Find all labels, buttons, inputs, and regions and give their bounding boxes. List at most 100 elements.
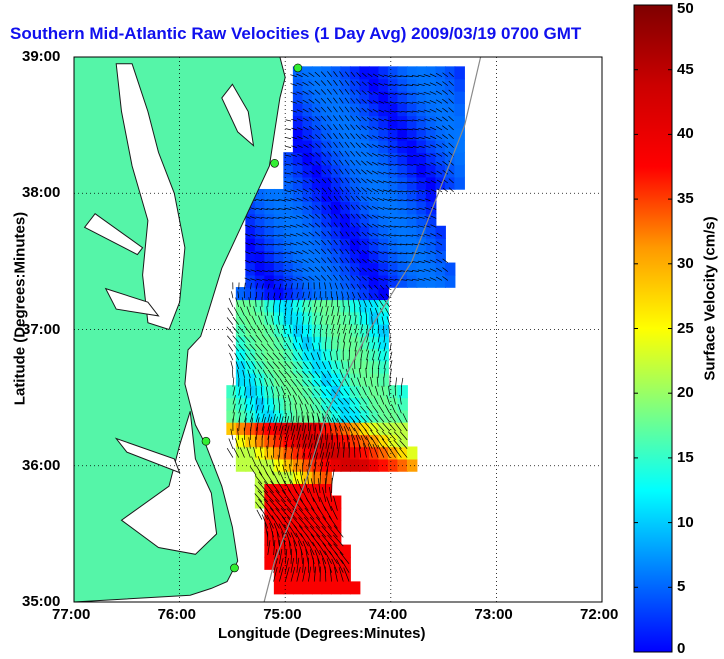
velocity-cell <box>273 213 285 227</box>
velocity-vector <box>316 352 321 361</box>
velocity-vector <box>284 154 292 157</box>
velocity-vector <box>274 377 280 387</box>
velocity-vector <box>263 490 274 503</box>
velocity-vector <box>345 195 350 201</box>
velocity-vector <box>361 222 367 228</box>
velocity-vector <box>388 181 396 184</box>
velocity-vector <box>366 350 369 361</box>
velocity-vector <box>284 434 289 449</box>
velocity-vector <box>261 334 269 343</box>
velocity-vector <box>377 359 381 370</box>
velocity-vector <box>244 404 248 414</box>
velocity-cell <box>273 348 285 362</box>
velocity-cell <box>416 201 427 215</box>
velocity-vector <box>296 379 303 387</box>
velocity-vector <box>344 275 350 281</box>
velocity-vector <box>356 249 361 255</box>
velocity-vector <box>302 197 309 202</box>
velocity-vector <box>430 162 437 166</box>
velocity-vector <box>273 279 280 281</box>
velocity-vector <box>322 416 327 432</box>
velocity-vector <box>279 425 284 440</box>
velocity-cell <box>444 274 456 288</box>
velocity-cell <box>235 434 247 448</box>
velocity-vector <box>284 370 292 379</box>
velocity-vector <box>286 508 298 520</box>
velocity-cell <box>292 274 304 288</box>
velocity-vector <box>283 479 292 494</box>
velocity-vector <box>238 412 242 423</box>
velocity-vector <box>330 291 333 299</box>
velocity-vector <box>395 101 402 104</box>
velocity-cell <box>368 238 380 252</box>
velocity-vector <box>382 422 391 432</box>
velocity-vector <box>255 198 263 202</box>
velocity-vector <box>423 242 431 246</box>
velocity-vector <box>296 307 299 316</box>
velocity-vector <box>338 132 344 139</box>
velocity-vector <box>325 442 330 458</box>
velocity-cell <box>245 225 256 239</box>
velocity-cell <box>340 66 351 80</box>
velocity-cell <box>311 544 323 558</box>
velocity-vector <box>313 379 321 387</box>
velocity-vector <box>393 439 402 449</box>
velocity-vector <box>355 434 362 449</box>
velocity-vector <box>334 425 338 440</box>
velocity-vector <box>257 315 263 325</box>
velocity-cell <box>349 250 361 264</box>
velocity-vector <box>400 225 408 228</box>
velocity-vector <box>348 323 352 334</box>
velocity-vector <box>356 72 361 77</box>
velocity-vector <box>360 405 367 414</box>
velocity-vector <box>342 297 344 308</box>
velocity-vector <box>261 514 269 529</box>
velocity-cell <box>283 176 294 190</box>
velocity-vector <box>232 377 235 387</box>
velocity-cell <box>425 78 437 92</box>
velocity-vector <box>400 199 408 202</box>
velocity-vector <box>361 72 367 78</box>
velocity-vector <box>350 124 356 131</box>
velocity-cell <box>254 188 266 202</box>
velocity-vector <box>267 283 270 290</box>
velocity-vector <box>270 386 274 396</box>
velocity-cell <box>311 507 323 521</box>
velocity-cell <box>397 90 408 104</box>
velocity-vector <box>442 187 449 193</box>
velocity-vector <box>272 225 280 228</box>
velocity-vector <box>430 215 437 219</box>
velocity-vector <box>291 154 297 157</box>
velocity-vector <box>353 442 356 458</box>
velocity-vector <box>364 307 367 316</box>
velocity-vector <box>315 152 321 157</box>
velocity-cell <box>245 323 256 337</box>
velocity-cell <box>378 115 389 129</box>
velocity-vector <box>338 567 344 582</box>
velocity-vector <box>357 292 362 299</box>
velocity-vector <box>266 361 274 370</box>
velocity-vector <box>339 274 344 281</box>
velocity-cell <box>378 103 389 117</box>
velocity-cell <box>264 556 275 570</box>
velocity-vector <box>377 333 380 343</box>
velocity-vector <box>442 90 449 95</box>
velocity-cell <box>302 434 313 448</box>
velocity-vector <box>387 431 396 441</box>
velocity-cell <box>311 115 323 129</box>
velocity-vector <box>366 232 373 237</box>
velocity-vector <box>310 478 315 494</box>
velocity-vector <box>400 217 408 219</box>
velocity-cell <box>368 152 380 166</box>
velocity-vector <box>371 350 376 361</box>
velocity-vector <box>429 82 437 86</box>
velocity-vector <box>336 291 338 299</box>
velocity-vector <box>273 540 276 556</box>
velocity-vector <box>345 283 350 290</box>
velocity-vector <box>337 406 344 414</box>
velocity-cell <box>283 225 294 239</box>
velocity-vector <box>261 426 265 440</box>
velocity-vector <box>355 160 361 166</box>
velocity-vector <box>342 442 346 458</box>
velocity-vector <box>366 333 370 343</box>
